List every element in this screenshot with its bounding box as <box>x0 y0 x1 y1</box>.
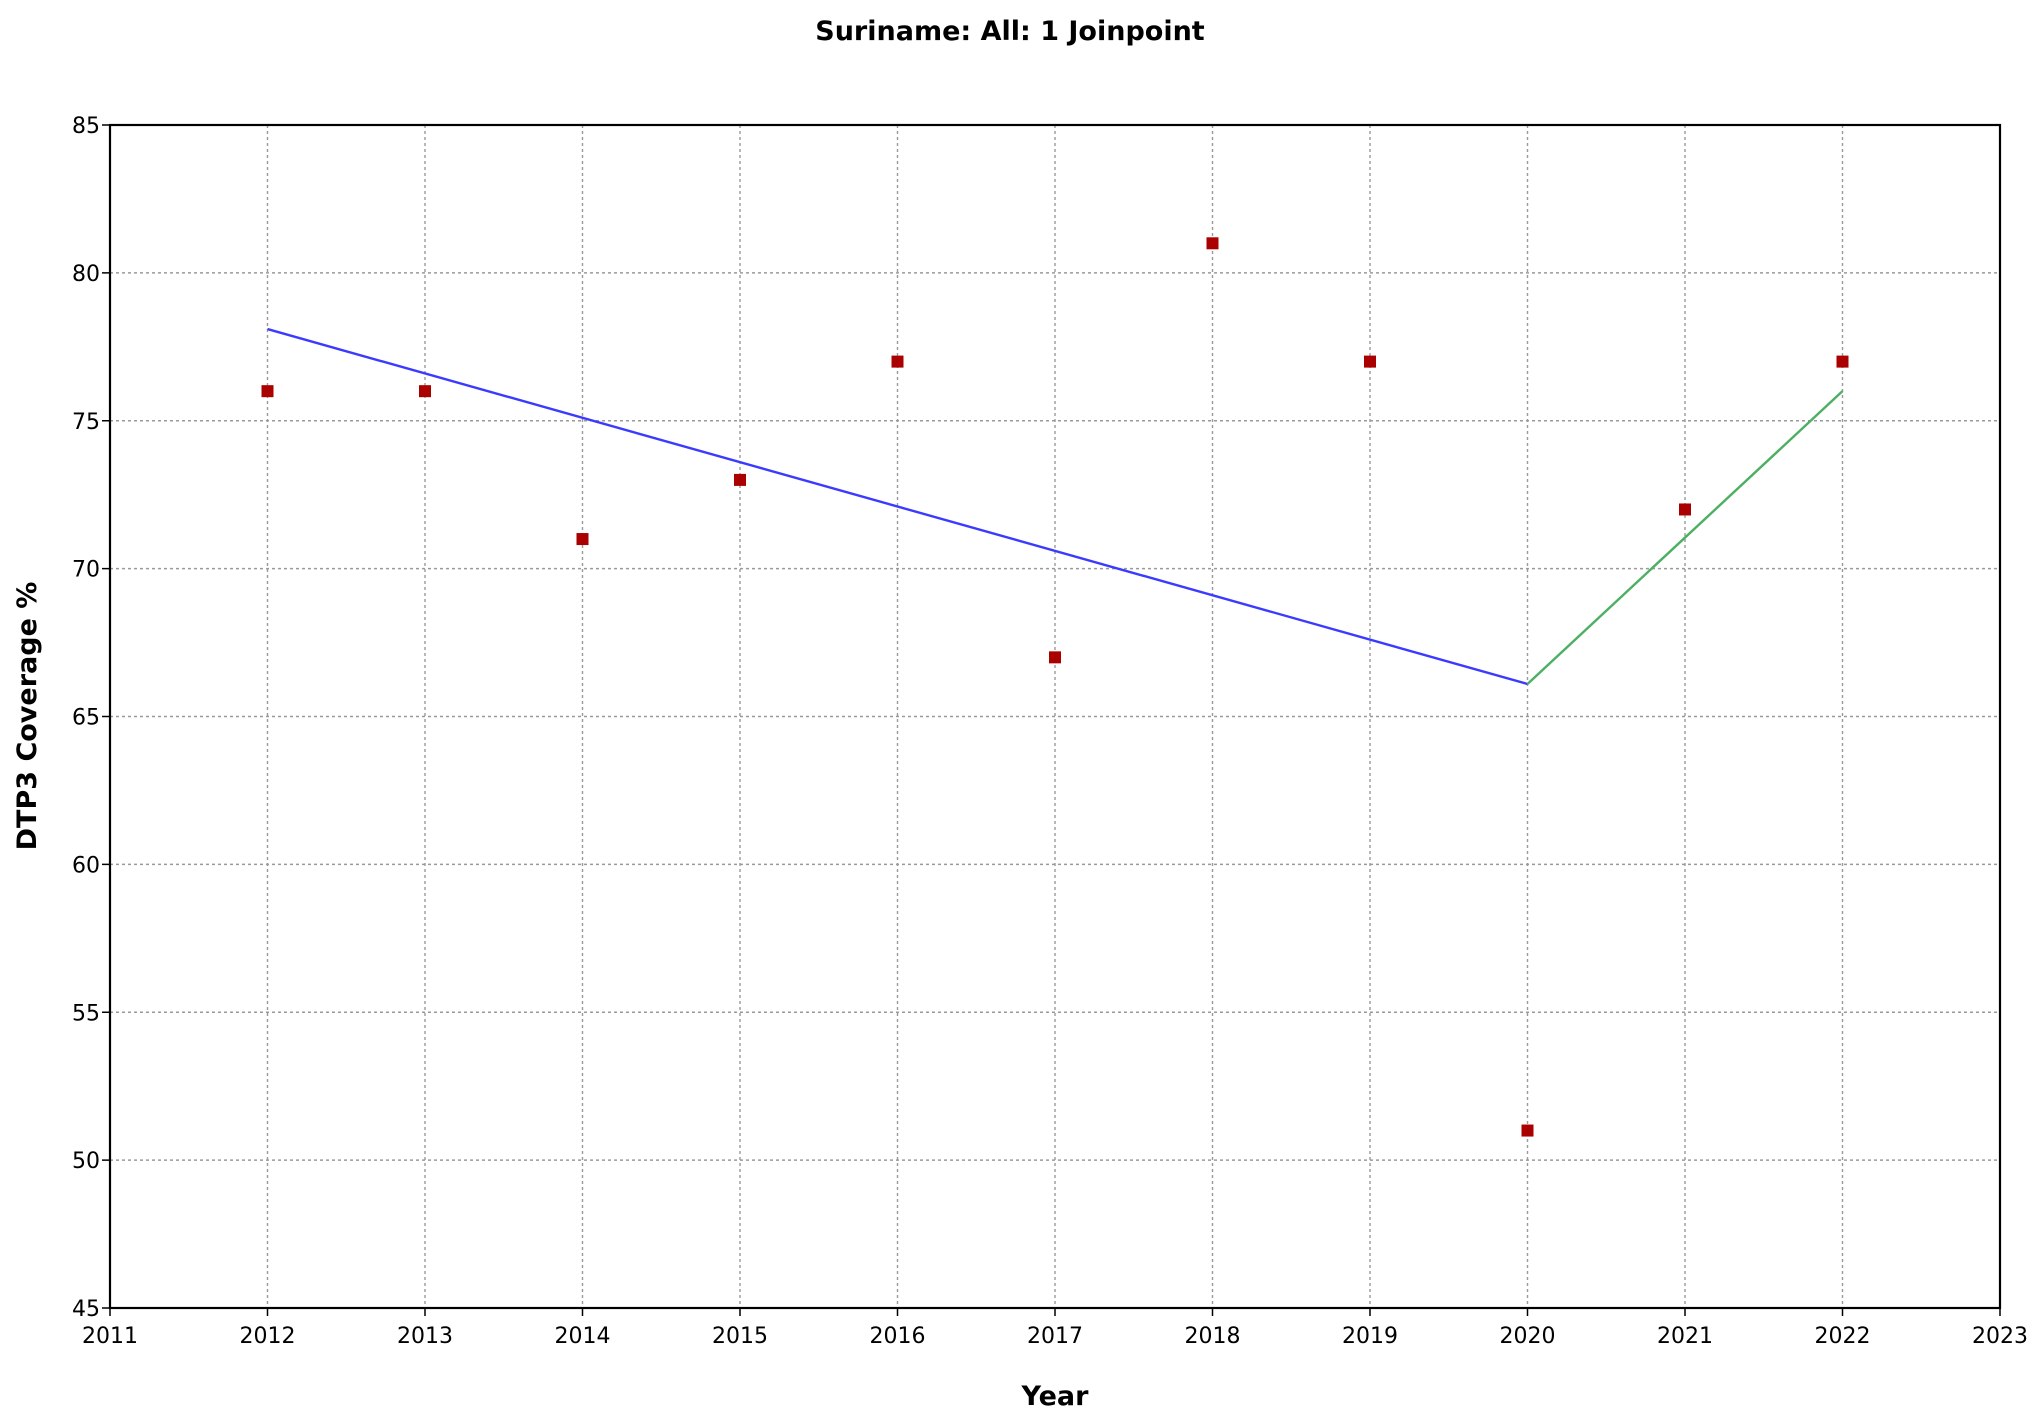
y-tick-label-75: 75 <box>72 410 100 435</box>
data-point-2015 <box>734 473 746 486</box>
y-tick-label-65: 65 <box>72 706 100 731</box>
x-tick-label-2015: 2015 <box>712 1324 768 1349</box>
x-tick-label-2019: 2019 <box>1342 1324 1398 1349</box>
y-tick-label-70: 70 <box>72 558 100 583</box>
data-point-2018 <box>1206 237 1219 250</box>
data-point-2014 <box>576 533 589 546</box>
x-axis-label: Year <box>1021 1381 1090 1412</box>
data-point-2020 <box>1521 1124 1534 1137</box>
data-point-2017 <box>1049 651 1061 664</box>
x-tick-label-2011: 2011 <box>82 1324 138 1349</box>
y-tick-label-80: 80 <box>72 262 100 287</box>
grid <box>110 125 2000 1308</box>
y-tick-label-50: 50 <box>72 1149 100 1174</box>
x-tick-label-2022: 2022 <box>1815 1324 1871 1349</box>
trend-segment-2 <box>1526 390 1844 685</box>
data-point-2022 <box>1836 355 1849 368</box>
axis-ticks: 2011 2012 2013 2014 2015 2016 2017 2018 2019 2020… <box>72 114 2028 1349</box>
data-point-2021 <box>1679 503 1691 516</box>
y-tick-label-85: 85 <box>72 114 100 139</box>
x-tick-label-2023: 2023 <box>1972 1324 2028 1349</box>
x-tick-label-2014: 2014 <box>555 1324 611 1349</box>
trend-segments <box>267 327 1844 686</box>
x-tick-label-2020: 2020 <box>1500 1324 1556 1349</box>
data-point-2016 <box>891 355 904 368</box>
y-tick-label-55: 55 <box>72 1001 100 1026</box>
data-point-2012 <box>261 385 274 398</box>
x-tick-label-2016: 2016 <box>870 1324 926 1349</box>
trend-segment-1 <box>267 327 1528 686</box>
x-tick-label-2012: 2012 <box>240 1324 296 1349</box>
observed-points <box>261 237 1849 1137</box>
y-tick-label-60: 60 <box>72 853 100 878</box>
x-tick-label-2018: 2018 <box>1185 1324 1241 1349</box>
data-point-2013 <box>419 385 431 398</box>
y-tick-label-45: 45 <box>72 1297 100 1322</box>
y-axis-label: DTP3 Coverage % <box>12 582 43 851</box>
x-tick-label-2017: 2017 <box>1027 1324 1083 1349</box>
chart-title: Suriname: All: 1 Joinpoint <box>815 16 1205 47</box>
data-point-2019 <box>1364 355 1376 368</box>
x-tick-label-2013: 2013 <box>397 1324 453 1349</box>
x-tick-label-2021: 2021 <box>1657 1324 1713 1349</box>
